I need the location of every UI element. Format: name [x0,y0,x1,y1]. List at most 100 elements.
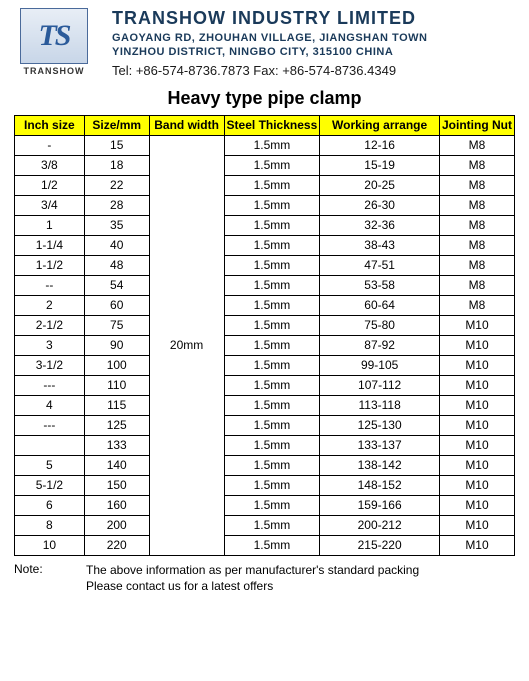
cell-size-mm: 28 [84,195,149,215]
cell-inch-size: 5-1/2 [15,475,85,495]
cell-size-mm: 54 [84,275,149,295]
cell-working-arrange: 47-51 [320,255,440,275]
table-row: 1351.5mm32-36M8 [15,215,515,235]
cell-size-mm: 115 [84,395,149,415]
cell-working-arrange: 215-220 [320,535,440,555]
cell-inch-size: 4 [15,395,85,415]
cell-inch-size: 1/2 [15,175,85,195]
cell-jointing-nut: M8 [439,215,514,235]
cell-steel-thickness: 1.5mm [224,535,320,555]
cell-steel-thickness: 1.5mm [224,335,320,355]
table-row: 8200 1.5mm200-212M10 [15,515,515,535]
cell-inch-size: --- [15,375,85,395]
cell-inch-size: - [15,135,85,155]
table-row: ---1101.5mm107-112M10 [15,375,515,395]
cell-inch-size: 2-1/2 [15,315,85,335]
company-info: TRANSHOW INDUSTRY LIMITED GAOYANG RD, ZH… [112,8,515,78]
cell-steel-thickness: 1.5mm [224,295,320,315]
table-row: 3-1/21001.5mm99-105M10 [15,355,515,375]
cell-jointing-nut: M10 [439,395,514,415]
cell-steel-thickness: 1.5mm [224,135,320,155]
cell-jointing-nut: M8 [439,135,514,155]
cell-jointing-nut: M8 [439,155,514,175]
cell-steel-thickness: 1.5mm [224,495,320,515]
cell-working-arrange: 20-25 [320,175,440,195]
contact-line: Tel: +86-574-8736.7873 Fax: +86-574-8736… [112,63,515,78]
cell-size-mm: 22 [84,175,149,195]
cell-inch-size: --- [15,415,85,435]
note-line-2: Please contact us for a latest offers [86,578,515,595]
cell-jointing-nut: M8 [439,235,514,255]
table-row: 5-1/21501.5mm148-152M10 [15,475,515,495]
address-line-1: GAOYANG RD, ZHOUHAN VILLAGE, JIANGSHAN T… [112,31,515,45]
cell-steel-thickness: 1.5mm [224,515,320,535]
cell-steel-thickness: 1.5mm [224,455,320,475]
table-header-cell: Steel Thickness [224,115,320,135]
cell-working-arrange: 53-58 [320,275,440,295]
cell-working-arrange: 32-36 [320,215,440,235]
cell-jointing-nut: M10 [439,335,514,355]
cell-working-arrange: 113-118 [320,395,440,415]
cell-size-mm: 90 [84,335,149,355]
table-row: 5140 1.5mm138-142M10 [15,455,515,475]
cell-steel-thickness: 1.5mm [224,475,320,495]
address-line-2: YINZHOU DISTRICT, NINGBO CITY, 315100 CH… [112,45,515,59]
table-body: -1520mm1.5mm12-16M83/8181.5mm15-19M81/22… [15,135,515,555]
cell-inch-size: 5 [15,455,85,475]
cell-inch-size: 6 [15,495,85,515]
cell-inch-size: 10 [15,535,85,555]
cell-jointing-nut: M8 [439,275,514,295]
cell-jointing-nut: M10 [439,315,514,335]
cell-size-mm: 100 [84,355,149,375]
cell-steel-thickness: 1.5mm [224,255,320,275]
cell-working-arrange: 125-130 [320,415,440,435]
cell-size-mm: 133 [84,435,149,455]
cell-jointing-nut: M10 [439,375,514,395]
table-row: 102201.5mm215-220M10 [15,535,515,555]
cell-size-mm: 140 [84,455,149,475]
table-row: 1-1/2481.5mm47-51M8 [15,255,515,275]
logo-box: TS TRANSHOW [14,8,94,76]
logo-label: TRANSHOW [14,66,94,76]
note-text: The above information as per manufacture… [86,562,515,596]
header: TS TRANSHOW TRANSHOW INDUSTRY LIMITED GA… [14,8,515,78]
cell-size-mm: 60 [84,295,149,315]
cell-working-arrange: 15-19 [320,155,440,175]
cell-working-arrange: 38-43 [320,235,440,255]
cell-size-mm: 35 [84,215,149,235]
cell-jointing-nut: M10 [439,415,514,435]
cell-jointing-nut: M10 [439,475,514,495]
note-label: Note: [14,562,86,596]
note-block: Note: The above information as per manuf… [14,562,515,596]
cell-jointing-nut: M10 [439,515,514,535]
table-header-row: Inch sizeSize/mmBand widthSteel Thicknes… [15,115,515,135]
cell-inch-size: 1-1/2 [15,255,85,275]
note-line-1: The above information as per manufacture… [86,562,515,579]
cell-working-arrange: 99-105 [320,355,440,375]
cell-size-mm: 200 [84,515,149,535]
cell-working-arrange: 138-142 [320,455,440,475]
cell-steel-thickness: 1.5mm [224,415,320,435]
cell-steel-thickness: 1.5mm [224,435,320,455]
cell-inch-size [15,435,85,455]
cell-size-mm: 125 [84,415,149,435]
cell-working-arrange: 200-212 [320,515,440,535]
table-row: -1520mm1.5mm12-16M8 [15,135,515,155]
cell-working-arrange: 60-64 [320,295,440,315]
cell-size-mm: 160 [84,495,149,515]
cell-size-mm: 48 [84,255,149,275]
cell-steel-thickness: 1.5mm [224,395,320,415]
cell-inch-size: 3/8 [15,155,85,175]
cell-jointing-nut: M8 [439,195,514,215]
cell-working-arrange: 159-166 [320,495,440,515]
table-row: 4115 1.5mm113-118M10 [15,395,515,415]
cell-inch-size: -- [15,275,85,295]
table-row: 3/8181.5mm15-19M8 [15,155,515,175]
table-header-cell: Jointing Nut [439,115,514,135]
cell-steel-thickness: 1.5mm [224,215,320,235]
cell-size-mm: 15 [84,135,149,155]
cell-jointing-nut: M10 [439,455,514,475]
cell-inch-size: 8 [15,515,85,535]
cell-inch-size: 3 [15,335,85,355]
cell-steel-thickness: 1.5mm [224,155,320,175]
